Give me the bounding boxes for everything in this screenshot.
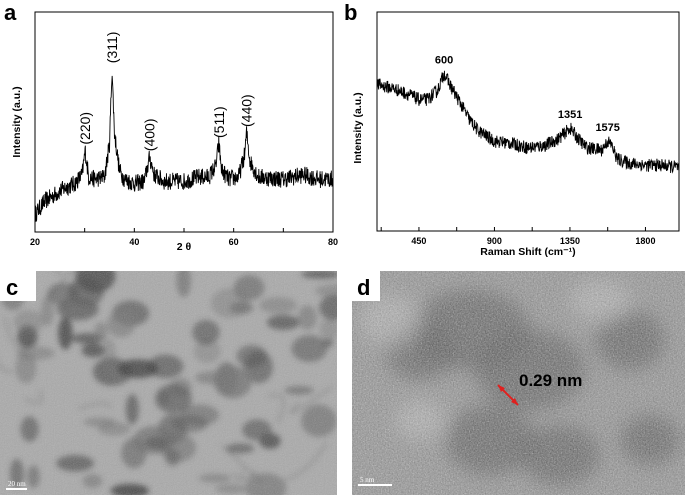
panel-d-hrtem-image: d 0.29 nm 5 nm <box>352 271 685 495</box>
peak-label: (311) <box>104 32 120 64</box>
series-b <box>376 70 680 174</box>
peak-label: (440) <box>239 94 255 127</box>
panel-c-tem-image: c 20 nm <box>0 271 337 495</box>
plot-frame-b <box>376 11 680 232</box>
x-axis-title-a: 2 θ <box>177 241 192 253</box>
peak-label: 1351 <box>558 109 582 121</box>
panel-letter-c: c <box>6 275 18 300</box>
x-tick-label: 1800 <box>635 236 655 246</box>
y-axis-title-a: Intensity (a.u.) <box>11 86 23 157</box>
annotations-a: (220) (311) (400) (511) (440) <box>77 32 254 152</box>
peak-label: 1575 <box>595 122 619 134</box>
lattice-spacing-arrow <box>497 384 519 406</box>
x-tick-label: 80 <box>328 237 338 247</box>
peak-label: (511) <box>211 106 227 138</box>
x-axis-b: 450 900 1350 1800 <box>380 227 655 246</box>
panel-letter-a: a <box>4 0 17 25</box>
x-tick-label: 40 <box>129 237 139 247</box>
scale-bar-label-d: 5 nm <box>360 476 375 484</box>
x-tick-label: 900 <box>487 236 502 246</box>
x-axis-title-b: Raman Shift (cm⁻¹) <box>480 246 575 258</box>
panel-letter-c-bg <box>0 271 36 301</box>
scale-bar-label-c: 20 nm <box>8 480 26 488</box>
peak-label: (220) <box>77 112 93 145</box>
lattice-spacing-label: 0.29 nm <box>519 371 582 390</box>
panel-b-raman-chart: b 450 900 1350 1800 600 1351 1575 Raman Shift… <box>344 0 680 258</box>
series-line <box>376 70 680 174</box>
x-tick-label: 60 <box>229 237 239 247</box>
panel-letter-d: d <box>357 275 370 300</box>
peak-label: (400) <box>142 119 158 152</box>
panel-letter-d-bg <box>352 271 380 301</box>
x-tick-label: 450 <box>411 236 426 246</box>
x-tick-label: 1350 <box>560 236 580 246</box>
series-a <box>34 75 334 222</box>
panel-letter-b: b <box>344 0 357 25</box>
y-axis-title-b: Intensity (a.u.) <box>352 92 364 163</box>
peak-label: 600 <box>435 54 453 66</box>
x-tick-label: 20 <box>30 237 40 247</box>
annotations-b: 600 1351 1575 <box>435 54 620 134</box>
panel-a-xrd-chart: a 20 40 60 80 (220) (311) (400) (511) (440) 2 θ… <box>4 0 338 253</box>
series-line <box>34 75 334 222</box>
x-axis-a: 20 40 60 80 <box>30 228 338 247</box>
